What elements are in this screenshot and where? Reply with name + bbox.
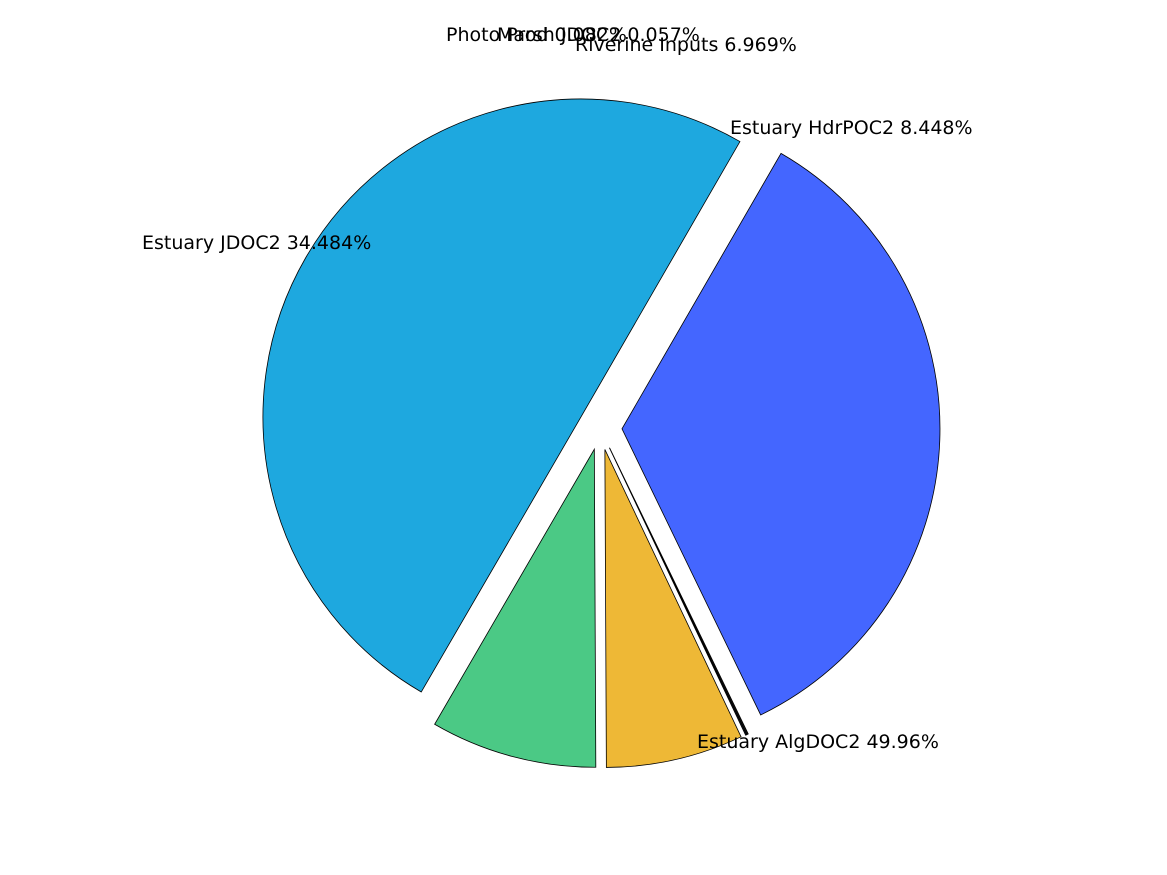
slice-label-4: Photo Prod 0.082% [446, 24, 627, 46]
slice-label-1: Estuary HdrPOC2 8.448% [730, 117, 973, 139]
pie-slice-5 [621, 152, 941, 716]
pie-slice-4 [609, 447, 749, 736]
slice-label-3: Marsh JDOC2 0.057% [497, 24, 700, 46]
pie-slice-2 [604, 449, 742, 768]
slice-label-0: Estuary AlgDOC2 49.96% [697, 731, 939, 753]
pie-slices [262, 98, 941, 768]
slice-label-5: Estuary JDOC2 34.484% [142, 232, 371, 254]
slice-label-2: Riverine Inputs 6.969% [575, 34, 797, 56]
pie-labels: Estuary AlgDOC2 49.96% Estuary HdrPOC2 8.… [142, 24, 973, 753]
pie-slice-1 [434, 447, 597, 768]
pie-slice-0 [262, 98, 741, 693]
